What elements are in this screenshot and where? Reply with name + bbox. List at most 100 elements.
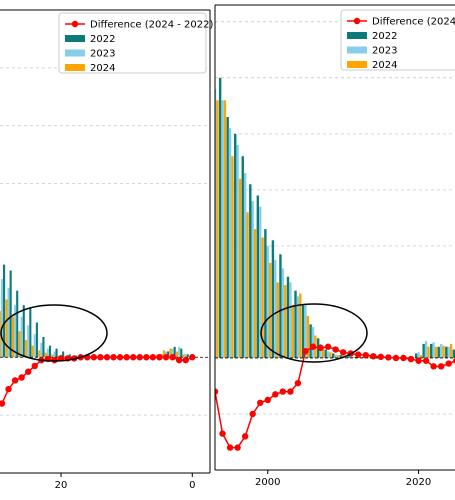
bar-2023 — [439, 343, 443, 358]
legend-label-2024: 2024 — [372, 60, 397, 71]
difference-marker — [182, 356, 189, 364]
bar-2023 — [27, 325, 30, 358]
difference-marker — [415, 357, 422, 364]
bar-2023 — [243, 173, 247, 358]
legend-swatch-2022 — [65, 35, 85, 42]
bar-2024 — [351, 356, 355, 358]
bar-2023 — [53, 351, 56, 358]
bar-2024 — [329, 352, 332, 358]
bar-2022 — [234, 133, 237, 358]
difference-marker — [279, 388, 287, 395]
bar-2022 — [62, 351, 65, 358]
bar-2022 — [339, 355, 342, 358]
difference-marker — [0, 400, 6, 407]
bar-2024 — [25, 339, 28, 358]
difference-marker — [51, 356, 58, 364]
bar-2023 — [289, 282, 292, 358]
legend-box — [340, 9, 455, 71]
bar-2022 — [332, 353, 335, 358]
bar-2023 — [259, 206, 262, 358]
bar-2022 — [324, 349, 327, 358]
bar-2023 — [46, 348, 49, 358]
bar-2024 — [182, 354, 185, 358]
bar-2024 — [162, 350, 165, 358]
bar-2022 — [173, 346, 176, 358]
bar-2023 — [7, 287, 10, 358]
difference-marker — [123, 354, 130, 361]
bar-2023 — [184, 353, 187, 358]
bar-2022 — [437, 346, 440, 358]
bar-2022 — [271, 240, 275, 358]
bar-2022 — [55, 348, 58, 358]
difference-marker — [294, 379, 302, 387]
difference-marker — [445, 360, 452, 367]
bar-2024 — [434, 346, 438, 358]
bar-2022 — [362, 356, 365, 358]
bar-2024 — [366, 356, 370, 358]
difference-marker — [90, 354, 98, 361]
legend-swatch-2022 — [347, 32, 367, 39]
bar-2022 — [294, 290, 297, 358]
difference-marker — [116, 354, 124, 361]
difference-marker — [97, 354, 104, 361]
bar-2022 — [279, 254, 282, 358]
bar-2023 — [33, 334, 36, 358]
difference-marker — [162, 354, 170, 361]
difference-marker — [241, 433, 249, 440]
plot-area — [215, 21, 455, 451]
bar-2024 — [231, 156, 234, 358]
difference-marker — [287, 388, 294, 395]
difference-marker — [215, 388, 219, 395]
bar-2023 — [40, 342, 43, 358]
difference-marker — [400, 354, 407, 362]
difference-marker — [31, 362, 38, 370]
bar-2022 — [48, 345, 52, 358]
bar-2022 — [3, 264, 6, 358]
difference-marker — [324, 343, 332, 350]
bar-2024 — [44, 352, 47, 358]
right-chart-panel: 2000 2020 Difference (2024 - 2022) 2022 2023… — [214, 4, 455, 488]
difference-marker — [272, 391, 279, 398]
x-tick-label: 2000 — [255, 477, 280, 488]
bar-2023 — [215, 89, 217, 358]
x-tick-label: 2020 — [406, 477, 431, 488]
legend-swatch-2023 — [347, 46, 367, 54]
highlight-ellipse — [0, 304, 108, 362]
bar-2023 — [417, 352, 420, 358]
bar-2023 — [236, 145, 239, 358]
difference-marker — [110, 354, 117, 361]
legend: Difference (2024 - 2022) 2022 2023 2024 — [340, 9, 455, 71]
legend-label-2022: 2022 — [90, 34, 115, 45]
difference-marker — [430, 363, 437, 370]
difference-marker — [309, 343, 317, 350]
x-tick-label: 20 — [55, 480, 68, 491]
bar-2024 — [223, 100, 227, 358]
bar-2023 — [349, 356, 352, 358]
legend-swatch-2024 — [347, 61, 367, 68]
difference-marker — [136, 354, 143, 361]
legend-label-2022: 2022 — [372, 31, 397, 42]
bar-2022 — [256, 195, 260, 358]
difference-marker — [219, 430, 226, 437]
bar-2022 — [29, 308, 32, 358]
difference-marker — [385, 354, 392, 361]
bar-2024 — [321, 346, 325, 358]
bar-2023 — [281, 268, 285, 358]
legend-difference-label: Difference (2024 - 2022) — [90, 20, 213, 31]
left-chart-panel: 20 0 Difference (2024 - 2022) 2022 2023 2024 — [0, 9, 213, 491]
bar-2023 — [14, 305, 17, 358]
difference-marker — [143, 354, 150, 361]
x-tick-label: 0 — [189, 480, 195, 491]
difference-marker — [332, 346, 339, 353]
bar-2022 — [264, 229, 267, 358]
bar-2024 — [246, 212, 249, 358]
bar-2024 — [284, 285, 287, 358]
bar-2022 — [241, 156, 244, 358]
difference-marker — [25, 368, 32, 375]
difference-marker — [189, 354, 196, 361]
difference-marker — [317, 344, 324, 352]
legend-label-2023: 2023 — [372, 46, 397, 57]
bar-2022 — [68, 354, 71, 358]
difference-marker — [226, 444, 234, 451]
